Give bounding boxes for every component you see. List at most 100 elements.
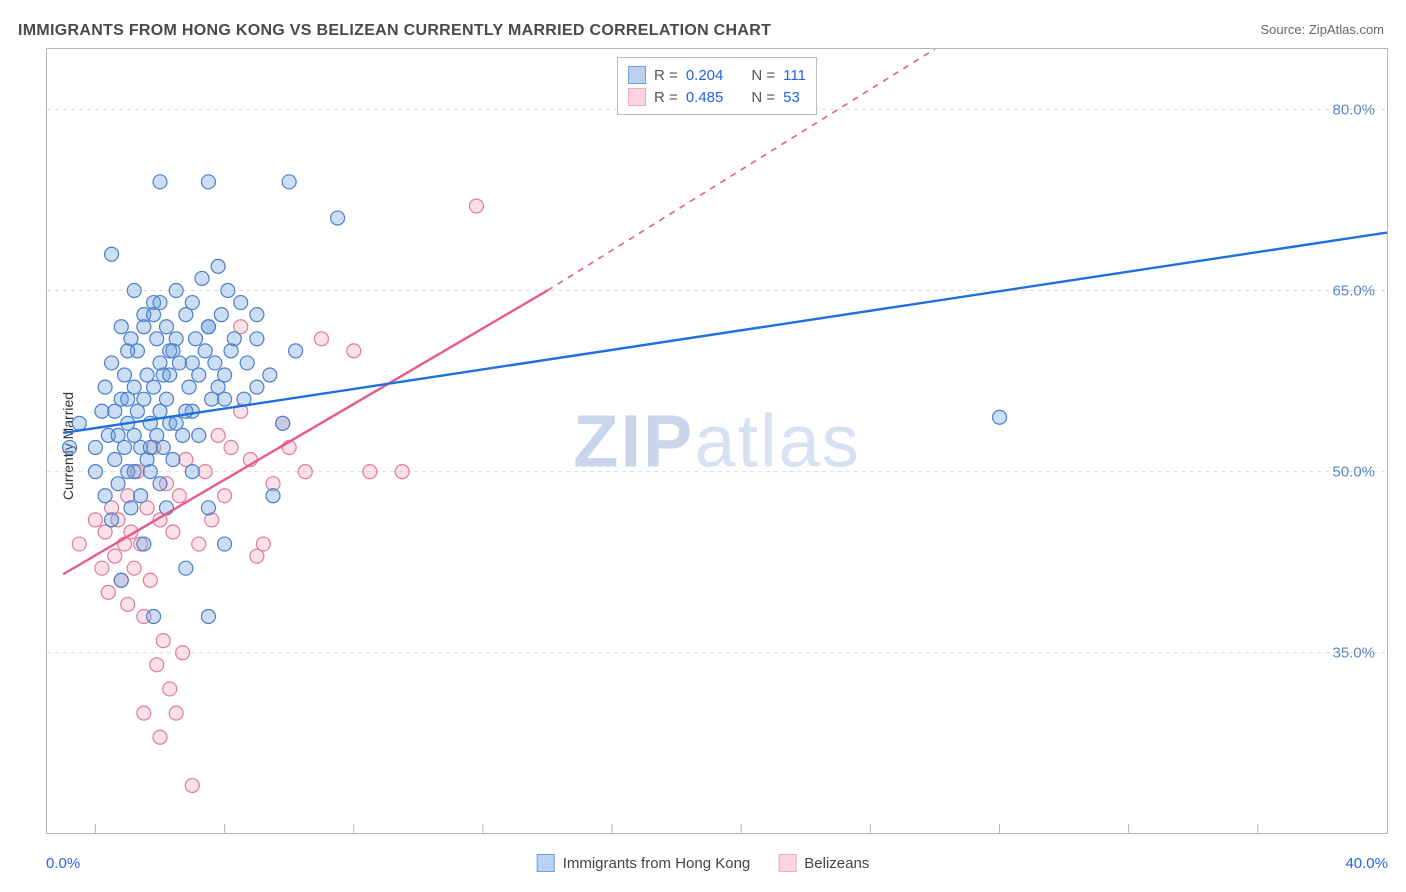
data-point bbox=[143, 465, 157, 479]
data-point bbox=[127, 283, 141, 297]
data-point bbox=[469, 199, 483, 213]
data-point bbox=[153, 477, 167, 491]
data-point bbox=[282, 175, 296, 189]
data-point bbox=[218, 392, 232, 406]
source-label: Source: ZipAtlas.com bbox=[1260, 22, 1384, 37]
data-point bbox=[176, 646, 190, 660]
data-point bbox=[185, 296, 199, 310]
data-point bbox=[250, 332, 264, 346]
data-point bbox=[95, 404, 109, 418]
data-point bbox=[234, 296, 248, 310]
correlation-legend-row: R =0.485N =53 bbox=[628, 86, 806, 108]
data-point bbox=[363, 465, 377, 479]
data-point bbox=[221, 283, 235, 297]
data-point bbox=[201, 501, 215, 515]
legend-n-value: 53 bbox=[783, 89, 800, 106]
data-point bbox=[192, 428, 206, 442]
data-point bbox=[240, 356, 254, 370]
plot-area: ZIPatlas 35.0%50.0%65.0%80.0% R =0.204N … bbox=[46, 48, 1388, 834]
data-point bbox=[153, 730, 167, 744]
data-point bbox=[124, 501, 138, 515]
y-tick-label: 80.0% bbox=[1333, 101, 1375, 118]
data-point bbox=[224, 440, 238, 454]
data-point bbox=[185, 356, 199, 370]
data-point bbox=[395, 465, 409, 479]
data-point bbox=[224, 344, 238, 358]
data-point bbox=[198, 344, 212, 358]
data-point bbox=[121, 392, 135, 406]
data-point bbox=[118, 440, 132, 454]
data-point bbox=[182, 380, 196, 394]
data-point bbox=[88, 465, 102, 479]
data-point bbox=[114, 573, 128, 587]
chart-container: IMMIGRANTS FROM HONG KONG VS BELIZEAN CU… bbox=[0, 0, 1406, 892]
data-point bbox=[137, 392, 151, 406]
data-point bbox=[98, 489, 112, 503]
data-point bbox=[166, 453, 180, 467]
data-point bbox=[88, 440, 102, 454]
data-point bbox=[195, 271, 209, 285]
data-point bbox=[192, 537, 206, 551]
correlation-legend: R =0.204N =111R =0.485N =53 bbox=[617, 57, 817, 115]
series-legend-item: Immigrants from Hong Kong bbox=[537, 854, 751, 872]
data-point bbox=[169, 706, 183, 720]
data-point bbox=[276, 416, 290, 430]
trend-line bbox=[63, 233, 1387, 433]
data-point bbox=[289, 344, 303, 358]
data-point bbox=[166, 344, 180, 358]
y-tick-label: 50.0% bbox=[1333, 464, 1375, 481]
data-point bbox=[256, 537, 270, 551]
data-point bbox=[201, 175, 215, 189]
data-point bbox=[121, 597, 135, 611]
data-point bbox=[101, 585, 115, 599]
data-point bbox=[137, 320, 151, 334]
data-point bbox=[134, 489, 148, 503]
data-point bbox=[111, 477, 125, 491]
data-point bbox=[218, 489, 232, 503]
data-point bbox=[156, 440, 170, 454]
legend-swatch bbox=[778, 854, 796, 872]
legend-n-label: N = bbox=[751, 89, 775, 106]
correlation-legend-row: R =0.204N =111 bbox=[628, 64, 806, 86]
plot-svg: 35.0% 50.0% 65.0% 80.0% bbox=[47, 49, 1387, 834]
legend-r-label: R = bbox=[654, 67, 678, 84]
data-point bbox=[105, 247, 119, 261]
data-point bbox=[211, 259, 225, 273]
legend-swatch bbox=[628, 66, 646, 84]
data-point bbox=[163, 368, 177, 382]
data-point bbox=[263, 368, 277, 382]
data-point bbox=[314, 332, 328, 346]
legend-r-value: 0.204 bbox=[686, 67, 724, 84]
data-point bbox=[108, 549, 122, 563]
data-point bbox=[153, 356, 167, 370]
data-point bbox=[163, 682, 177, 696]
data-point bbox=[166, 525, 180, 539]
x-axis-max-label: 40.0% bbox=[1345, 855, 1388, 872]
data-point bbox=[185, 779, 199, 793]
data-point bbox=[137, 537, 151, 551]
data-point bbox=[72, 416, 86, 430]
data-point bbox=[95, 561, 109, 575]
data-point bbox=[993, 410, 1007, 424]
data-point bbox=[98, 380, 112, 394]
data-point bbox=[105, 513, 119, 527]
data-point bbox=[185, 465, 199, 479]
legend-n-label: N = bbox=[751, 67, 775, 84]
data-point bbox=[179, 561, 193, 575]
chart-title: IMMIGRANTS FROM HONG KONG VS BELIZEAN CU… bbox=[18, 22, 771, 40]
data-point bbox=[189, 332, 203, 346]
data-point bbox=[172, 489, 186, 503]
legend-r-label: R = bbox=[654, 89, 678, 106]
data-point bbox=[218, 537, 232, 551]
data-point bbox=[88, 513, 102, 527]
data-point bbox=[198, 465, 212, 479]
y-tick-label: 65.0% bbox=[1333, 282, 1375, 299]
data-point bbox=[114, 320, 128, 334]
data-point bbox=[250, 380, 264, 394]
data-point bbox=[121, 344, 135, 358]
data-point bbox=[156, 634, 170, 648]
data-point bbox=[108, 453, 122, 467]
data-point bbox=[298, 465, 312, 479]
y-tick-label: 35.0% bbox=[1333, 645, 1375, 662]
data-point bbox=[137, 706, 151, 720]
